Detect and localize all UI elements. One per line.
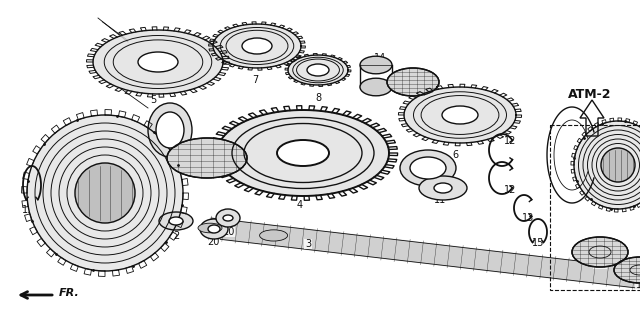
Polygon shape xyxy=(209,218,640,300)
Polygon shape xyxy=(213,24,301,68)
Ellipse shape xyxy=(200,219,228,239)
Ellipse shape xyxy=(400,150,456,186)
Bar xyxy=(550,125,640,290)
Text: 17: 17 xyxy=(636,280,640,290)
Ellipse shape xyxy=(572,237,628,267)
Text: 16: 16 xyxy=(199,167,211,177)
Text: 7: 7 xyxy=(252,75,258,85)
Ellipse shape xyxy=(198,223,222,233)
Ellipse shape xyxy=(307,64,329,76)
Text: 4: 4 xyxy=(297,200,303,210)
Ellipse shape xyxy=(223,215,233,221)
Ellipse shape xyxy=(360,78,392,96)
Text: 15: 15 xyxy=(22,205,34,215)
Ellipse shape xyxy=(277,140,329,166)
Ellipse shape xyxy=(208,225,220,233)
Text: 19: 19 xyxy=(422,178,434,188)
Text: 2: 2 xyxy=(173,231,179,241)
Polygon shape xyxy=(404,87,516,143)
Polygon shape xyxy=(75,163,135,223)
Ellipse shape xyxy=(159,212,193,230)
Ellipse shape xyxy=(260,230,287,241)
Text: 6: 6 xyxy=(452,150,458,160)
Text: ATM-2: ATM-2 xyxy=(568,89,612,101)
Text: 5: 5 xyxy=(150,95,156,105)
Text: 14: 14 xyxy=(374,53,386,63)
Text: 20: 20 xyxy=(222,227,234,237)
Ellipse shape xyxy=(216,209,240,227)
Ellipse shape xyxy=(360,56,392,74)
Text: 15: 15 xyxy=(532,238,544,248)
Polygon shape xyxy=(27,115,183,271)
Text: 13: 13 xyxy=(522,213,534,223)
Ellipse shape xyxy=(148,103,192,157)
Ellipse shape xyxy=(138,52,178,72)
Ellipse shape xyxy=(419,176,467,200)
Text: 1: 1 xyxy=(107,257,113,267)
Ellipse shape xyxy=(614,257,640,283)
Polygon shape xyxy=(288,55,348,85)
Text: 11: 11 xyxy=(434,195,446,205)
Ellipse shape xyxy=(242,38,272,54)
Text: FR.: FR. xyxy=(59,288,80,298)
Text: 12: 12 xyxy=(504,185,516,195)
Polygon shape xyxy=(574,121,640,209)
Ellipse shape xyxy=(169,217,183,225)
Ellipse shape xyxy=(167,138,247,178)
Ellipse shape xyxy=(410,157,446,179)
Ellipse shape xyxy=(156,112,184,148)
Text: 17: 17 xyxy=(594,259,606,269)
Text: 12: 12 xyxy=(504,136,516,146)
Polygon shape xyxy=(217,110,389,196)
Text: 19: 19 xyxy=(161,148,173,158)
Polygon shape xyxy=(93,30,223,94)
Text: 3: 3 xyxy=(305,239,311,249)
Text: 8: 8 xyxy=(315,93,321,103)
Text: 18: 18 xyxy=(410,88,422,98)
Ellipse shape xyxy=(387,68,439,96)
Polygon shape xyxy=(601,148,635,182)
Ellipse shape xyxy=(434,183,452,193)
Text: 20: 20 xyxy=(207,237,219,247)
Ellipse shape xyxy=(442,106,478,124)
